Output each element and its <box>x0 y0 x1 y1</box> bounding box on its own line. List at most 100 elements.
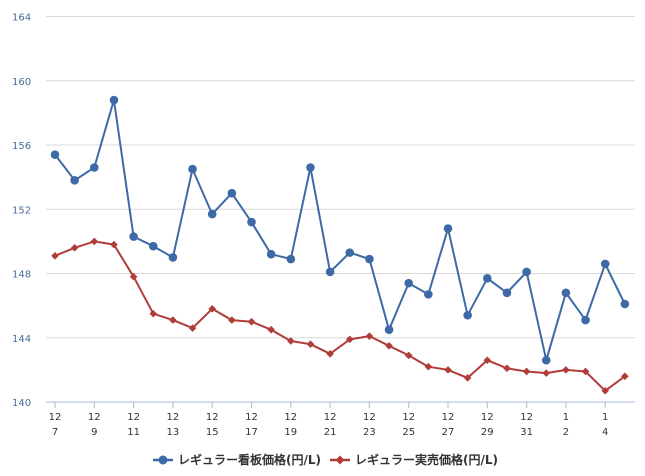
data-point[interactable] <box>247 317 256 326</box>
data-point[interactable] <box>345 335 354 344</box>
data-point[interactable] <box>306 163 315 172</box>
data-point[interactable] <box>502 288 512 298</box>
data-point[interactable] <box>228 316 236 324</box>
data-point[interactable] <box>522 367 531 376</box>
data-point[interactable] <box>562 366 570 374</box>
data-point[interactable] <box>601 386 609 395</box>
data-point[interactable] <box>483 356 492 365</box>
x-tick-day: 27 <box>442 427 455 438</box>
data-point[interactable] <box>169 316 177 324</box>
x-tick-day: 7 <box>52 427 58 438</box>
x-tick-month: 12 <box>88 412 101 423</box>
data-point[interactable] <box>463 374 472 382</box>
x-tick-day: 15 <box>206 427 219 438</box>
data-point[interactable] <box>286 254 296 264</box>
data-point[interactable] <box>424 290 433 299</box>
x-tick-month: 12 <box>520 412 533 423</box>
data-point[interactable] <box>247 217 256 227</box>
data-point[interactable] <box>326 350 334 358</box>
legend-item-actual-price[interactable]: レギュラー実売価格(円/L) <box>329 451 498 468</box>
x-tick-day: 4 <box>602 427 608 438</box>
data-point[interactable] <box>503 364 511 373</box>
x-tick-month: 12 <box>49 412 62 423</box>
data-point[interactable] <box>424 362 433 371</box>
data-point[interactable] <box>148 241 158 251</box>
data-point[interactable] <box>443 224 453 233</box>
legend-label: レギュラー看板価格(円/L) <box>178 453 321 467</box>
y-tick-label: 152 <box>12 205 31 216</box>
x-tick-day: 25 <box>402 427 415 438</box>
x-tick-month: 12 <box>284 412 297 423</box>
data-point[interactable] <box>600 259 610 269</box>
data-point[interactable] <box>51 252 59 260</box>
data-point[interactable] <box>266 249 276 259</box>
data-point[interactable] <box>70 176 79 185</box>
x-tick-month: 12 <box>324 412 337 423</box>
data-point[interactable] <box>542 369 551 377</box>
data-point[interactable] <box>129 232 138 241</box>
x-tick-month: 12 <box>167 412 180 423</box>
data-point[interactable] <box>188 324 197 332</box>
circle-marker-icon <box>153 455 173 464</box>
data-point[interactable] <box>620 299 630 309</box>
data-point[interactable] <box>168 253 178 262</box>
data-point[interactable] <box>384 325 394 335</box>
legend: レギュラー看板価格(円/L) レギュラー実売価格(円/L) <box>0 451 645 469</box>
x-tick-month: 1 <box>563 412 569 423</box>
x-tick-month: 12 <box>481 412 494 423</box>
data-point[interactable] <box>561 288 571 298</box>
data-point[interactable] <box>522 267 531 277</box>
data-point[interactable] <box>325 267 335 277</box>
data-point[interactable] <box>90 237 99 246</box>
data-point[interactable] <box>463 310 472 320</box>
data-point[interactable] <box>621 372 629 381</box>
data-point[interactable] <box>365 332 374 340</box>
data-point[interactable] <box>149 309 158 318</box>
data-point[interactable] <box>444 366 452 374</box>
data-point[interactable] <box>50 150 60 159</box>
data-point[interactable] <box>227 188 237 198</box>
data-point[interactable] <box>404 351 413 360</box>
data-point[interactable] <box>287 337 295 345</box>
y-tick-label: 160 <box>12 77 31 88</box>
data-point[interactable] <box>541 355 551 365</box>
diamond-marker-icon <box>330 455 350 464</box>
data-point[interactable] <box>129 272 138 281</box>
data-point[interactable] <box>365 254 374 264</box>
data-point[interactable] <box>385 341 393 350</box>
x-tick-day: 2 <box>563 427 569 438</box>
x-tick-day: 17 <box>245 427 258 438</box>
data-point[interactable] <box>483 274 492 283</box>
data-point[interactable] <box>90 163 99 172</box>
data-point[interactable] <box>581 315 590 325</box>
data-point[interactable] <box>70 244 79 252</box>
data-point[interactable] <box>581 367 590 376</box>
x-tick-day: 13 <box>167 427 180 438</box>
data-point[interactable] <box>110 240 118 249</box>
series-signboard-price <box>50 95 630 365</box>
x-tick-day: 23 <box>363 427 376 438</box>
data-point[interactable] <box>207 209 217 219</box>
data-point[interactable] <box>208 305 216 313</box>
data-point[interactable] <box>267 325 275 334</box>
y-tick-label: 164 <box>12 13 31 24</box>
data-point[interactable] <box>188 164 197 174</box>
x-tick-month: 12 <box>127 412 140 423</box>
series-group <box>50 95 630 395</box>
x-tick-month: 12 <box>245 412 258 423</box>
series-line <box>54 99 626 362</box>
x-tick-day: 19 <box>284 427 297 438</box>
x-tick-month: 12 <box>402 412 415 423</box>
data-point[interactable] <box>306 340 315 348</box>
gridlines <box>46 16 635 339</box>
data-point[interactable] <box>345 248 355 257</box>
legend-item-signboard-price[interactable]: レギュラー看板価格(円/L) <box>152 451 321 468</box>
x-tick-day: 21 <box>324 427 337 438</box>
x-tick-day: 31 <box>520 427 533 438</box>
series-actual-price <box>51 237 629 395</box>
data-point[interactable] <box>404 278 414 288</box>
data-point[interactable] <box>109 95 119 105</box>
x-tick-month: 12 <box>206 412 219 423</box>
y-axis: 140 144 148 152 156 160 164 <box>12 13 31 410</box>
x-axis: 1271291211121312151217121912211223122512… <box>46 401 635 438</box>
